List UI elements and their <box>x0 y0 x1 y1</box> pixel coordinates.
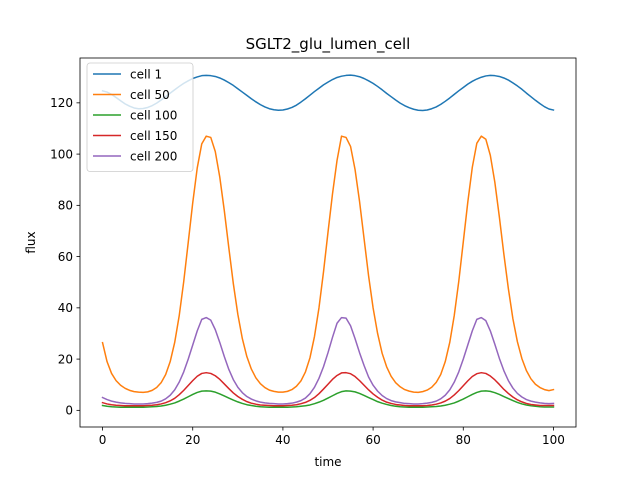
series-line-cell-150 <box>101 371 555 407</box>
y-axis-label: flux <box>24 231 38 253</box>
x-tick-label: 0 <box>99 433 107 447</box>
plot-frame <box>79 57 577 428</box>
y-tick-label: 100 <box>50 147 73 161</box>
legend-label: cell 50 <box>130 88 170 102</box>
legend-label: cell 150 <box>130 129 177 143</box>
legend-label: cell 100 <box>130 108 177 122</box>
legend-label: cell 1 <box>130 67 162 81</box>
y-tick-label: 120 <box>50 96 73 110</box>
x-tick-label: 100 <box>542 433 565 447</box>
x-tick-label: 20 <box>185 433 200 447</box>
x-tick-label: 40 <box>275 433 290 447</box>
x-tick-label: 60 <box>365 433 380 447</box>
y-tick-label: 60 <box>58 250 73 264</box>
x-tick-label: 80 <box>456 433 471 447</box>
legend-label: cell 200 <box>130 149 177 163</box>
legend: cell 1 cell 50 cell 100 cell 150 cell 200 <box>86 62 194 172</box>
series-line-cell-50 <box>101 135 555 394</box>
chart-title: SGLT2_glu_lumen_cell <box>246 35 411 54</box>
y-tick-label: 0 <box>65 404 73 418</box>
y-tick-label: 40 <box>58 301 73 315</box>
legend-box <box>86 62 194 172</box>
y-axis-ticks: 0 20 40 60 80 100 120 <box>50 96 80 418</box>
x-axis-label: time <box>314 455 341 469</box>
y-tick-label: 80 <box>58 199 73 213</box>
x-axis-ticks: 0 20 40 60 80 100 <box>99 427 565 447</box>
series-line-cell-200 <box>101 316 555 405</box>
y-tick-label: 20 <box>58 352 73 366</box>
series-line-cell-100 <box>101 390 555 409</box>
